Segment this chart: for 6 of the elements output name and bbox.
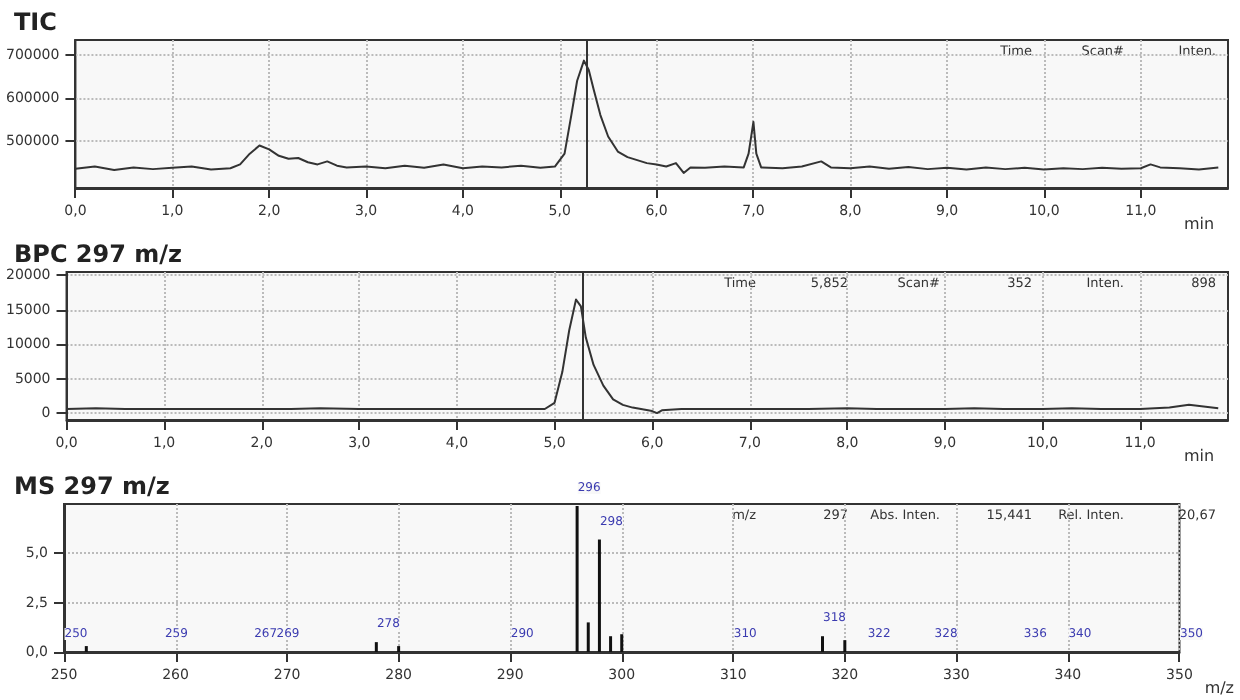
x-axis-title: m/z	[1204, 679, 1234, 697]
chart-title: MS 297 m/z	[14, 472, 170, 500]
chart-title: BPC 297 m/z	[14, 240, 183, 268]
x-axis-title: min	[1184, 447, 1215, 465]
chart-title: TIC	[14, 8, 58, 36]
x-axis-title: min	[1184, 215, 1215, 233]
